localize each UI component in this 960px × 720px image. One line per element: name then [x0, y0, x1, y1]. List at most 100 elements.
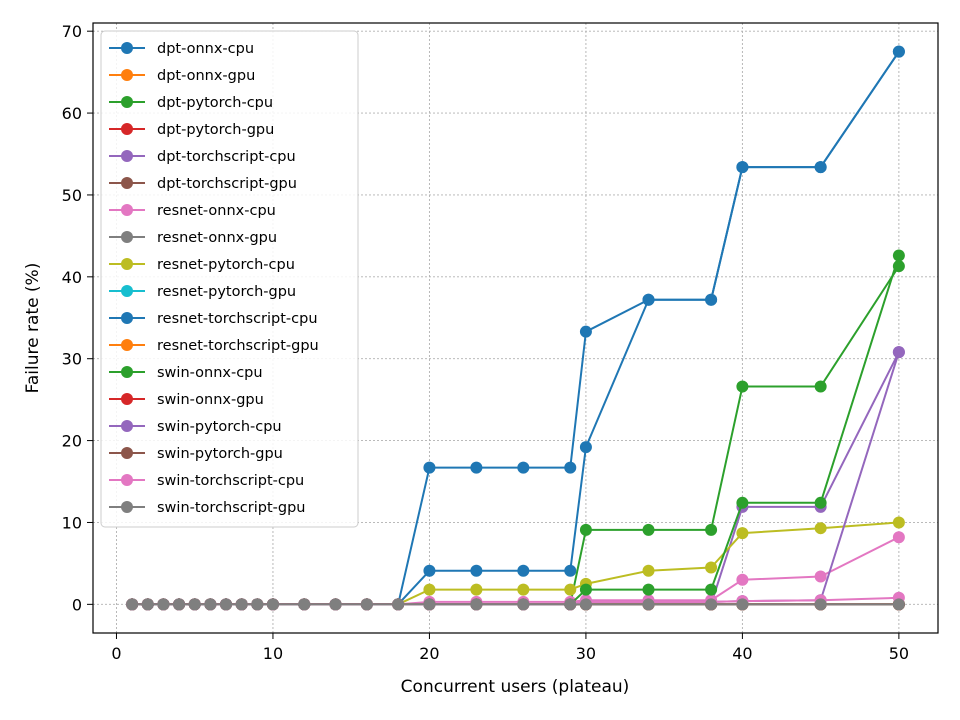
x-tick-label: 20 — [419, 644, 439, 663]
data-point — [579, 523, 592, 536]
x-tick-label: 30 — [576, 644, 596, 663]
legend-item: resnet-torchscript-gpu — [109, 338, 319, 354]
x-tick-label: 50 — [889, 644, 909, 663]
y-tick-label: 60 — [62, 104, 82, 123]
data-point — [705, 598, 718, 611]
data-point — [736, 598, 749, 611]
legend-item: resnet-onnx-gpu — [109, 230, 277, 246]
data-point — [892, 598, 905, 611]
data-point — [705, 583, 718, 596]
legend-swatch-marker — [121, 366, 133, 378]
data-point — [470, 564, 483, 577]
data-point — [235, 598, 248, 611]
legend-item: dpt-onnx-gpu — [109, 68, 255, 84]
data-point — [126, 598, 139, 611]
legend-swatch-marker — [121, 447, 133, 459]
legend-item: swin-pytorch-gpu — [109, 446, 283, 462]
data-point — [892, 249, 905, 262]
legend-label: resnet-pytorch-cpu — [157, 257, 295, 273]
data-point — [517, 564, 530, 577]
data-point — [392, 598, 405, 611]
legend-label: dpt-pytorch-cpu — [157, 95, 273, 111]
legend-swatch-marker — [121, 231, 133, 243]
data-point — [423, 598, 436, 611]
legend-label: resnet-onnx-cpu — [157, 203, 276, 219]
x-tick-label: 40 — [732, 644, 752, 663]
x-tick-label: 0 — [111, 644, 121, 663]
legend-label: dpt-torchscript-gpu — [157, 176, 297, 192]
legend-swatch-marker — [121, 150, 133, 162]
legend-swatch-marker — [121, 285, 133, 297]
legend-label: dpt-pytorch-gpu — [157, 122, 274, 138]
legend-box — [100, 30, 359, 528]
legend-item: dpt-torchscript-gpu — [109, 176, 297, 192]
data-point — [579, 583, 592, 596]
legend-swatch-marker — [121, 501, 133, 513]
data-point — [564, 583, 577, 596]
legend-item: swin-onnx-gpu — [109, 392, 264, 408]
legend-item: resnet-pytorch-gpu — [109, 284, 296, 300]
y-tick-label: 50 — [62, 186, 82, 205]
data-point — [892, 516, 905, 529]
data-point — [736, 380, 749, 393]
legend-swatch-marker — [121, 123, 133, 135]
legend-swatch-marker — [121, 420, 133, 432]
data-point — [266, 598, 279, 611]
legend-label: swin-onnx-cpu — [157, 365, 263, 381]
legend-item: swin-onnx-cpu — [109, 365, 263, 381]
data-point — [173, 598, 186, 611]
data-point — [329, 598, 342, 611]
data-point — [892, 346, 905, 359]
legend-item: dpt-pytorch-cpu — [109, 95, 273, 111]
legend-item: resnet-onnx-cpu — [109, 203, 276, 219]
data-point — [360, 598, 373, 611]
data-point — [564, 461, 577, 474]
legend-swatch-marker — [121, 69, 133, 81]
legend-label: swin-onnx-gpu — [157, 392, 264, 408]
data-point — [470, 598, 483, 611]
legend-item: dpt-torchscript-cpu — [109, 149, 296, 165]
y-tick-label: 0 — [72, 595, 82, 614]
series-layer — [126, 45, 905, 611]
data-point — [579, 598, 592, 611]
legend-swatch-marker — [121, 96, 133, 108]
legend-item: swin-torchscript-gpu — [109, 500, 305, 516]
legend-swatch-marker — [121, 339, 133, 351]
legend-label: swin-torchscript-gpu — [157, 500, 305, 516]
data-point — [705, 523, 718, 536]
data-point — [157, 598, 170, 611]
legend-label: swin-pytorch-cpu — [157, 419, 282, 435]
legend-label: resnet-pytorch-gpu — [157, 284, 296, 300]
data-point — [736, 496, 749, 509]
data-point — [517, 583, 530, 596]
legend-label: resnet-torchscript-cpu — [157, 311, 318, 327]
y-tick-label: 40 — [62, 268, 82, 287]
data-point — [517, 598, 530, 611]
legend-swatch-marker — [121, 42, 133, 54]
data-point — [141, 598, 154, 611]
data-point — [517, 461, 530, 474]
data-point — [892, 531, 905, 544]
data-point — [814, 161, 827, 174]
data-point — [642, 583, 655, 596]
y-tick-label: 30 — [62, 350, 82, 369]
legend-label: resnet-onnx-gpu — [157, 230, 277, 246]
legend-label: resnet-torchscript-gpu — [157, 338, 319, 354]
series-swin-torchscript-gpu — [126, 598, 905, 611]
data-point — [705, 561, 718, 574]
data-point — [579, 441, 592, 454]
y-tick-label: 20 — [62, 432, 82, 451]
data-point — [220, 598, 233, 611]
legend-item: swin-torchscript-cpu — [109, 473, 304, 489]
legend-item: resnet-pytorch-cpu — [109, 257, 295, 273]
data-point — [423, 461, 436, 474]
legend-swatch-marker — [121, 393, 133, 405]
axis-ticks: 0 10 20 30 40 50 0 10 20 30 40 50 60 70 — [62, 22, 909, 663]
data-point — [892, 45, 905, 58]
legend-label: dpt-torchscript-cpu — [157, 149, 296, 165]
data-point — [642, 523, 655, 536]
data-point — [188, 598, 201, 611]
legend-swatch-marker — [121, 258, 133, 270]
data-point — [470, 461, 483, 474]
